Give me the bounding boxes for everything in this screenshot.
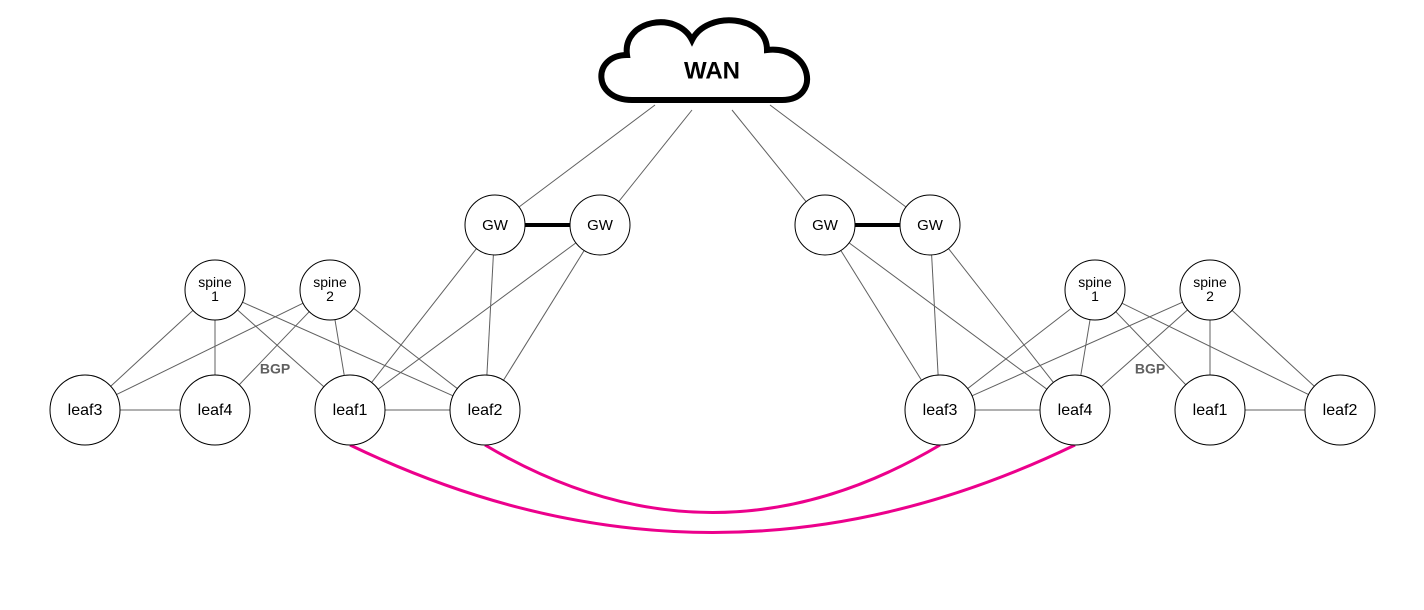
node-label-R_leaf3: leaf3 [923,402,958,419]
node-label-gw1a: GW [482,217,509,234]
node-label-R_leaf1: leaf1 [1193,402,1228,419]
edge [968,308,1072,388]
label-layer: WANGWGWGWGWspine1spine2spine1spine2leaf3… [68,57,1358,419]
edge-layer [111,105,1315,410]
node-label-gw1b: GW [587,217,614,234]
edge [519,105,655,207]
node-label-L_leaf4: leaf4 [198,402,233,419]
edge [841,250,922,380]
highlight-edge [485,445,940,513]
highlight-edge [350,445,1075,533]
node-label-gw2b: GW [917,217,944,234]
edge [335,320,344,376]
highlight-edge-layer [350,445,1075,533]
node-label-R_leaf4: leaf4 [1058,402,1093,419]
network-diagram: WANGWGWGWGWspine1spine2spine1spine2leaf3… [0,0,1424,610]
wan-cloud-label: WAN [684,57,740,84]
edge [378,243,576,389]
edge [487,255,493,375]
edge [849,243,1047,389]
edge [1081,320,1090,376]
edge [111,310,193,386]
node-label-L_leaf3: leaf3 [68,402,103,419]
annotation-bgp: BGP [260,361,290,377]
edge [932,255,938,375]
annotation-bgp: BGP [1135,361,1165,377]
edge [770,105,906,207]
node-label-L_leaf1: leaf1 [333,402,368,419]
edge [354,308,458,388]
edge [1232,310,1314,386]
node-label-L_leaf2: leaf2 [468,402,503,419]
node-label-R_leaf2: leaf2 [1323,402,1358,419]
node-label-gw2a: GW [812,217,839,234]
edge [503,250,584,380]
